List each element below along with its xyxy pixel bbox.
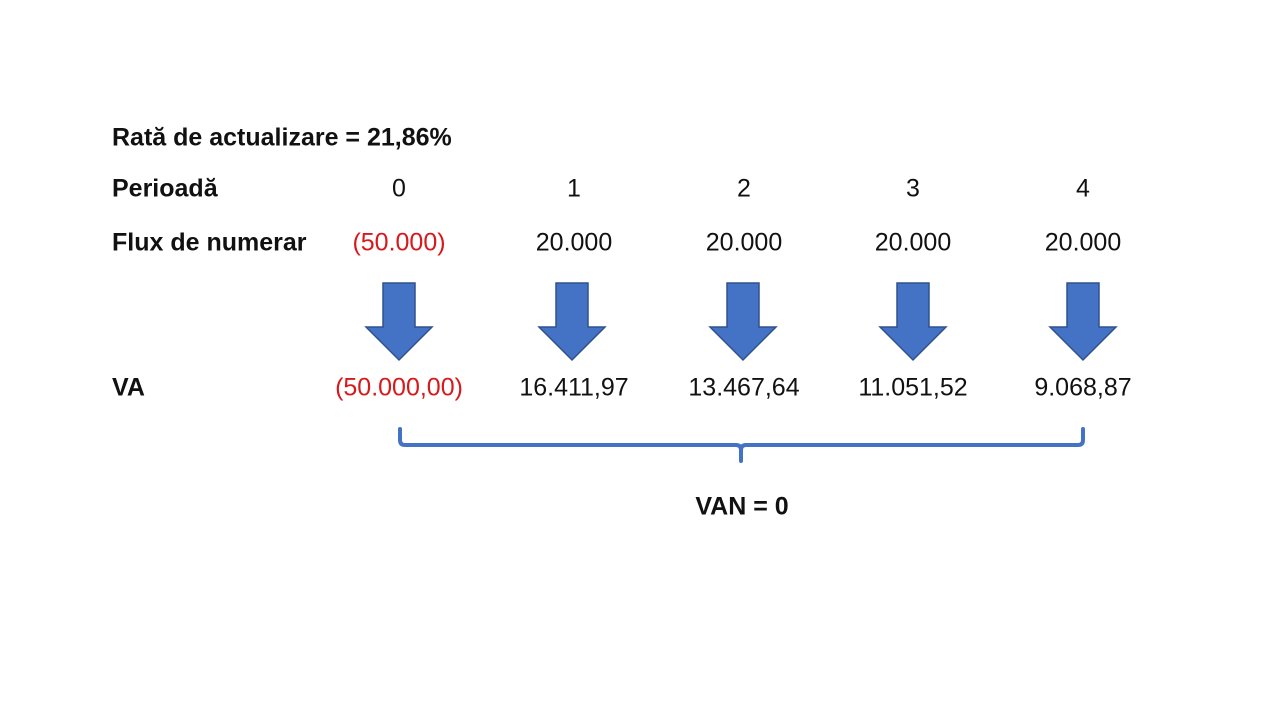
cash-flow-cell: (50.000) xyxy=(352,229,445,257)
period-cell: 0 xyxy=(392,175,406,203)
cash-flow-cell: 20.000 xyxy=(536,229,612,257)
period-cell: 4 xyxy=(1076,175,1090,203)
cash-flow-cell: 20.000 xyxy=(1045,229,1121,257)
down-arrow xyxy=(537,282,607,362)
cash-flow-cell: 20.000 xyxy=(875,229,951,257)
pv-cell: 16.411,97 xyxy=(519,374,628,402)
arrows xyxy=(364,282,1118,362)
down-arrow xyxy=(364,282,434,362)
down-arrow xyxy=(1048,282,1118,362)
pv-cell: 11.051,52 xyxy=(858,374,967,402)
pv-cell: 9.068,87 xyxy=(1034,374,1131,402)
period-cell: 2 xyxy=(737,175,751,203)
rate-label: Rată de actualizare = 21,86% xyxy=(112,124,452,152)
row-label: Flux de numerar xyxy=(112,229,307,257)
row-label: Perioadă xyxy=(112,175,219,203)
brace xyxy=(398,427,1085,463)
pv-cell: (50.000,00) xyxy=(335,374,463,402)
period-cell: 3 xyxy=(906,175,920,203)
down-arrow xyxy=(708,282,778,362)
npv-label: VAN = 0 xyxy=(695,493,788,521)
period-cell: 1 xyxy=(567,175,581,203)
down-arrow xyxy=(878,282,948,362)
pv-cell: 13.467,64 xyxy=(688,374,799,402)
cash-flow-cell: 20.000 xyxy=(706,229,782,257)
row-label: VA xyxy=(112,374,145,402)
